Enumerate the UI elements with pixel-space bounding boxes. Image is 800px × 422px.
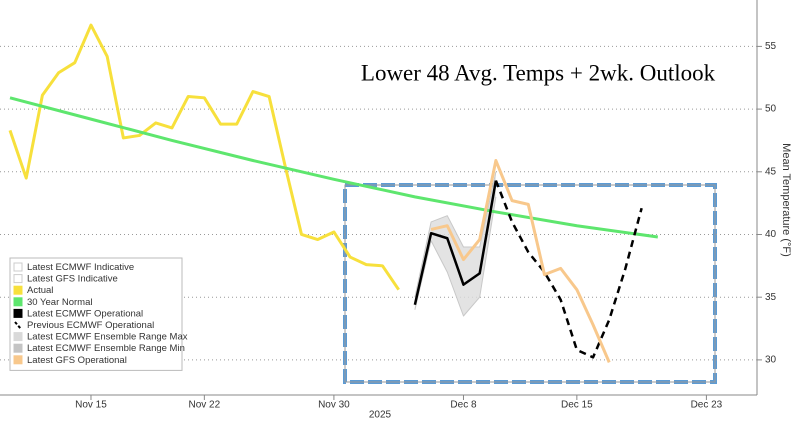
series-line	[8, 23, 400, 291]
legend-label: Actual	[27, 285, 53, 296]
x-tick-label: Nov 30	[318, 400, 350, 411]
legend-label: Latest ECMWF Indicative	[27, 262, 134, 273]
y-tick-label: 35	[765, 292, 777, 303]
legend-box	[9, 257, 183, 371]
series-line	[9, 96, 659, 239]
series-line	[414, 171, 497, 298]
legend-label: Latest ECMWF Operational	[27, 308, 143, 319]
legend-label: Latest GFS Operational	[27, 355, 127, 366]
year-label: 2025	[369, 410, 392, 421]
y-tick-label: 50	[765, 104, 777, 115]
x-tick-label: Nov 22	[189, 400, 221, 411]
legend-swatch	[13, 308, 23, 318]
x-tick-label: Dec 15	[561, 400, 593, 411]
legend-swatch	[13, 274, 23, 284]
outlook-box-inner	[344, 184, 716, 383]
y-tick-label: 30	[765, 355, 777, 366]
legend-label: 30 Year Normal	[27, 297, 92, 308]
y-axis-label: Mean Temperature (°F)	[780, 143, 792, 257]
legend-swatch	[13, 332, 23, 342]
legend-swatch	[14, 321, 22, 330]
legend-swatch	[13, 262, 23, 272]
y-tick-label: 40	[765, 229, 777, 240]
legend-label: Latest ECMWF Ensemble Range Max	[27, 332, 188, 343]
series-line	[430, 159, 611, 363]
legend-label: Previous ECMWF Operational	[27, 320, 154, 331]
legend-swatch	[13, 285, 23, 295]
x-tick-label: Dec 8	[450, 400, 477, 411]
x-tick-label: Dec 23	[691, 400, 723, 411]
series-line	[413, 180, 498, 305]
legend-swatch	[13, 355, 23, 365]
chart-title: Lower 48 Avg. Temps + 2wk. Outlook	[361, 60, 716, 85]
series-line	[494, 180, 643, 359]
series-line	[414, 196, 497, 317]
legend-label: Latest ECMWF Ensemble Range Min	[27, 343, 185, 354]
y-tick-label: 55	[765, 41, 777, 52]
legend-swatch	[13, 343, 23, 353]
y-tick-label: 45	[765, 166, 777, 177]
legend-swatch	[13, 297, 23, 307]
x-tick-label: Nov 15	[75, 400, 107, 411]
legend-label: Latest GFS Indicative	[27, 274, 118, 285]
